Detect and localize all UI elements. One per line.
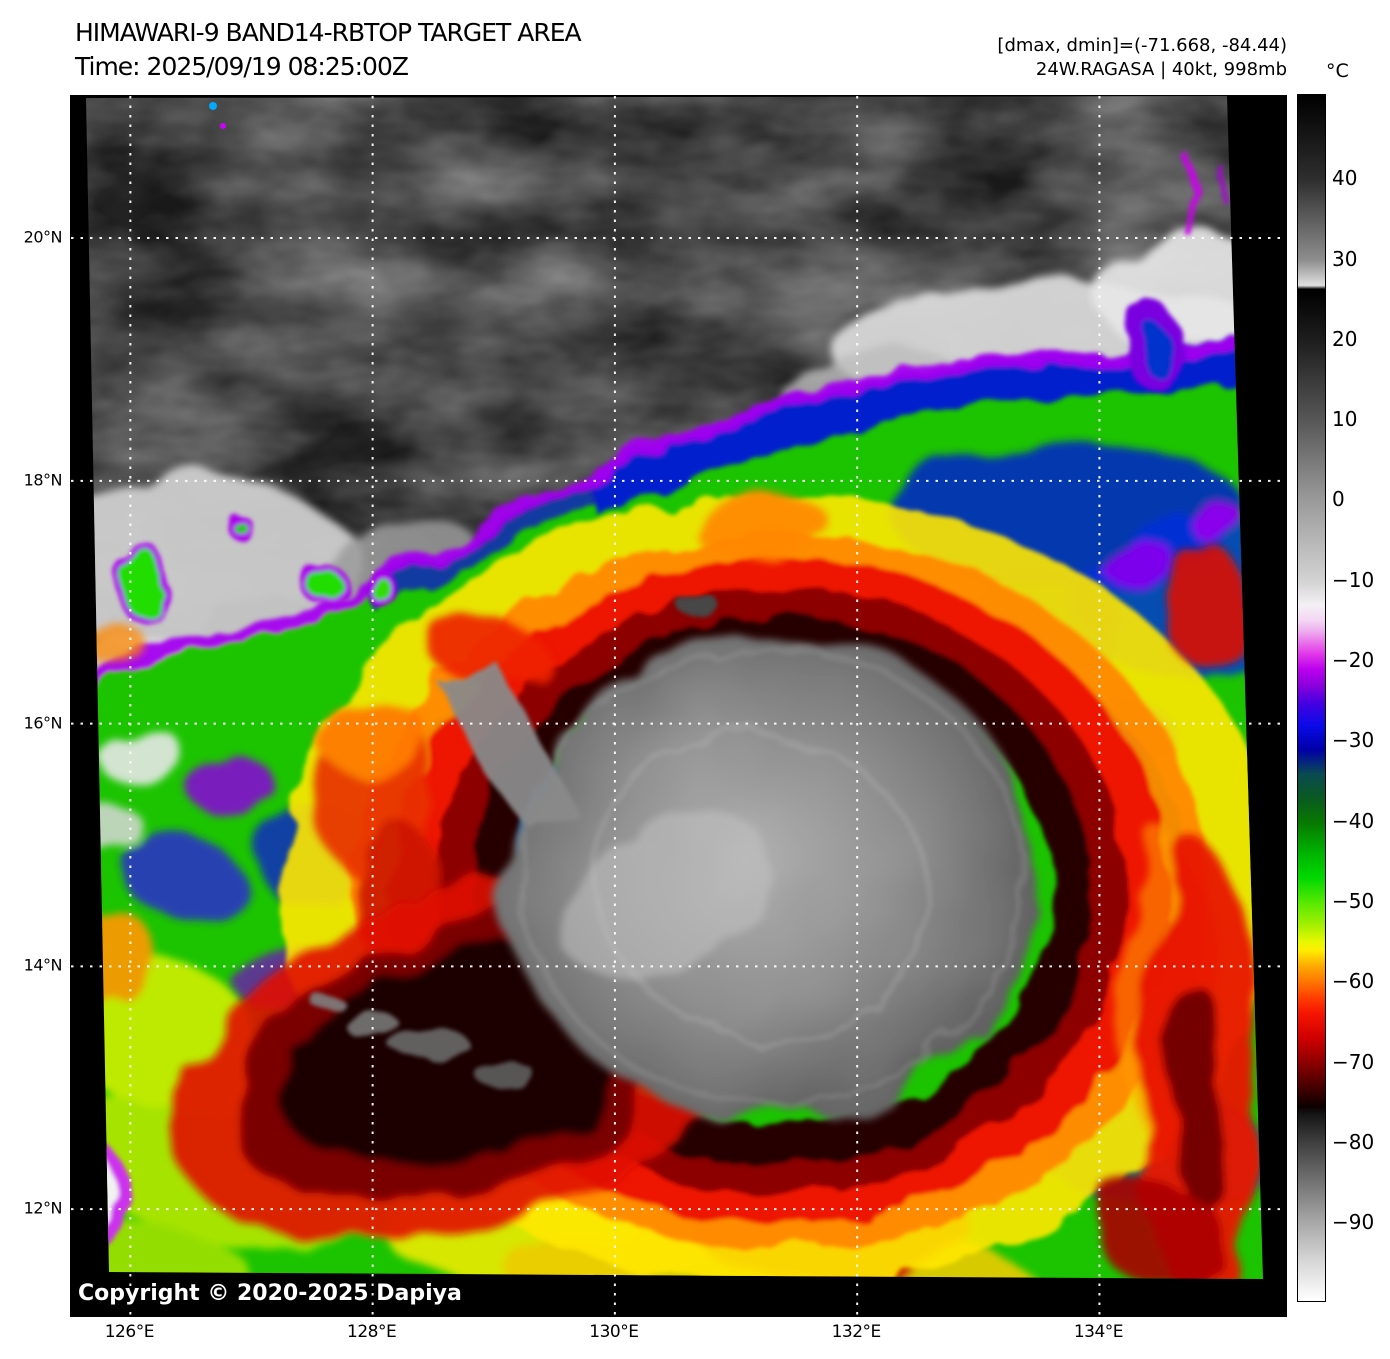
longitude-tick-label: 126°E: [104, 1322, 155, 1342]
longitude-tick-label: 130°E: [589, 1322, 639, 1342]
satellite-map: [70, 95, 1287, 1317]
colorbar-tick-label: −90: [1332, 1210, 1375, 1235]
satellite-data-swath: [86, 96, 1263, 1279]
storm-cold-core: [439, 598, 1039, 1121]
longitude-tick-label: 128°E: [347, 1322, 397, 1342]
colorbar-tick-label: −10: [1332, 567, 1375, 592]
latitude-tick-label: 12°N: [23, 1198, 63, 1218]
dmax-dmin-annotation: [dmax, dmin]=(-71.668, -84.44): [997, 35, 1287, 56]
storm-info-annotation: 24W.RAGASA | 40kt, 998mb: [1035, 59, 1287, 80]
timestamp: Time: 2025/09/19 08:25:00Z: [75, 52, 409, 81]
copyright-watermark: Copyright © 2020-2025 Dapiya: [78, 1281, 462, 1306]
west-red-streaks: [86, 491, 831, 966]
colorbar-gradient: [1298, 95, 1325, 1301]
colorbar-tick-label: −50: [1332, 888, 1375, 913]
colorbar-tick-label: −80: [1332, 1129, 1375, 1154]
colorbar-tick-label: 30: [1332, 246, 1358, 271]
page-title: HIMAWARI-9 BAND14-RBTOP TARGET AREA: [75, 18, 582, 47]
longitude-tick-label: 132°E: [831, 1322, 882, 1342]
colorbar-tick-label: 10: [1332, 407, 1358, 432]
header-annotations: [dmax, dmin]=(-71.668, -84.44) 24W.RAGAS…: [997, 34, 1287, 82]
latitude-tick-label: 14°N: [23, 955, 63, 975]
colorbar-tick-label: −60: [1332, 969, 1375, 994]
longitude-tick-label: 134°E: [1073, 1322, 1124, 1342]
colorbar-unit-label: °C: [1326, 60, 1349, 82]
colorbar-tick-label: −70: [1332, 1049, 1375, 1074]
east-red-band: [1101, 546, 1261, 1279]
latitude-tick-label: 18°N: [23, 470, 63, 490]
colorbar-tick-label: 20: [1332, 326, 1358, 351]
colorbar-tick-label: −40: [1332, 808, 1375, 833]
colorbar-tick-label: −20: [1332, 648, 1375, 673]
satellite-image: [71, 96, 1286, 1316]
colorbar: [1297, 94, 1326, 1302]
latitude-tick-label: 16°N: [23, 713, 63, 733]
colorbar-tick-label: 40: [1332, 166, 1358, 191]
colorbar-tick-label: 0: [1332, 487, 1345, 512]
colorbar-tick-label: −30: [1332, 728, 1375, 753]
graticule-grid: [71, 96, 1286, 1316]
latitude-tick-label: 20°N: [23, 227, 63, 247]
